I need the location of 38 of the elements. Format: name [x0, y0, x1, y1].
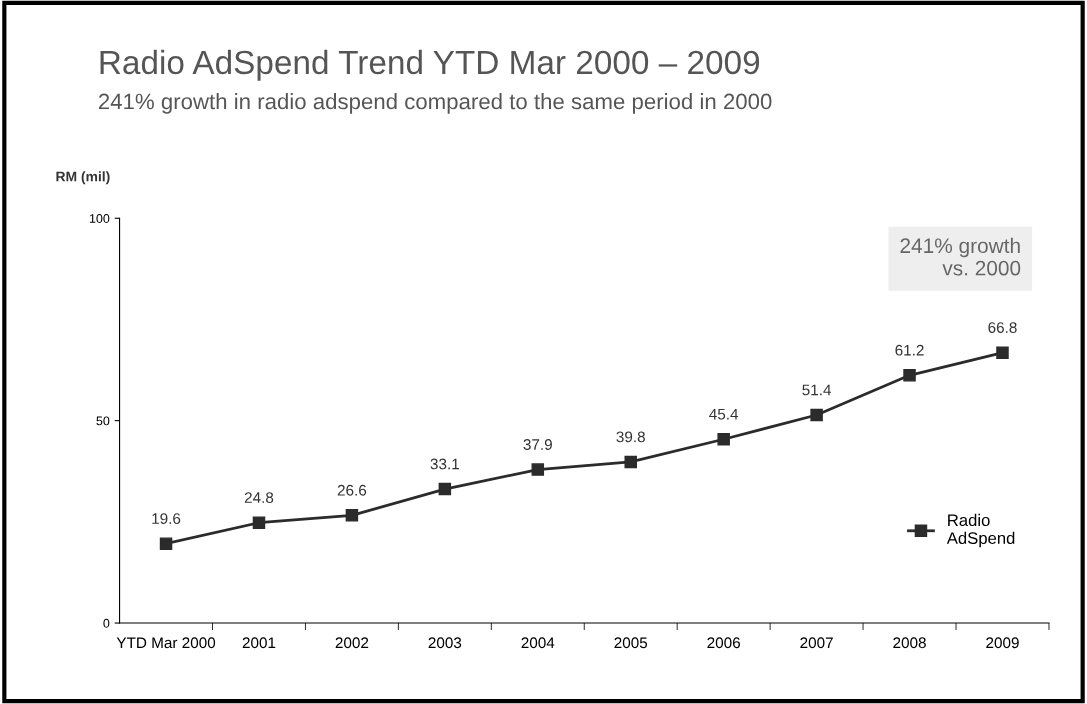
- point: [438, 482, 452, 496]
- x-tick-label: 2002: [335, 637, 369, 649]
- data-label: 66.8: [988, 322, 1017, 333]
- point: [903, 369, 916, 382]
- x-tick-label: 2003: [428, 637, 462, 649]
- data-label: 33.1: [430, 458, 459, 470]
- y-axis-title: RM (mil): [56, 171, 110, 185]
- point: [717, 433, 730, 446]
- point: [345, 509, 359, 522]
- data-label: 45.4: [709, 408, 739, 420]
- point: [159, 537, 173, 550]
- data-label: 39.8: [616, 431, 645, 443]
- x-tick-label: 2008: [893, 637, 926, 649]
- x-tick-label: YTD Mar 2000: [116, 637, 216, 649]
- y-tick-label: 0: [103, 618, 110, 628]
- data-label: 61.2: [895, 344, 924, 356]
- legend-label: Radio AdSpend: [946, 513, 1015, 548]
- data-label: 24.8: [244, 492, 274, 503]
- x-tick-label: 2007: [800, 637, 833, 649]
- y-tick-label: 50: [96, 416, 110, 426]
- point: [531, 463, 545, 476]
- chart-subtitle: 241% growth in radio adspend compared to the same period in 2000: [98, 93, 772, 114]
- annotation: 241% growth vs. 2000: [900, 237, 1021, 276]
- point: [624, 455, 637, 469]
- point: [252, 516, 266, 529]
- point: [996, 346, 1009, 359]
- y-tick-label: 100: [89, 214, 110, 223]
- point: [810, 408, 823, 422]
- x-tick-label: 2006: [707, 637, 740, 649]
- data-label: 51.4: [802, 384, 832, 396]
- x-tick-label: 2005: [614, 637, 648, 649]
- data-label: 37.9: [523, 439, 552, 450]
- chart-title: Radio AdSpend Trend YTD Mar 2000 – 2009: [100, 49, 760, 81]
- x-tick-label: 2009: [986, 637, 1019, 649]
- data-label: 26.6: [337, 484, 367, 496]
- x-tick-label: 2004: [521, 637, 555, 649]
- data-label: 19.6: [152, 513, 181, 525]
- x-tick-label: 2001: [242, 637, 276, 649]
